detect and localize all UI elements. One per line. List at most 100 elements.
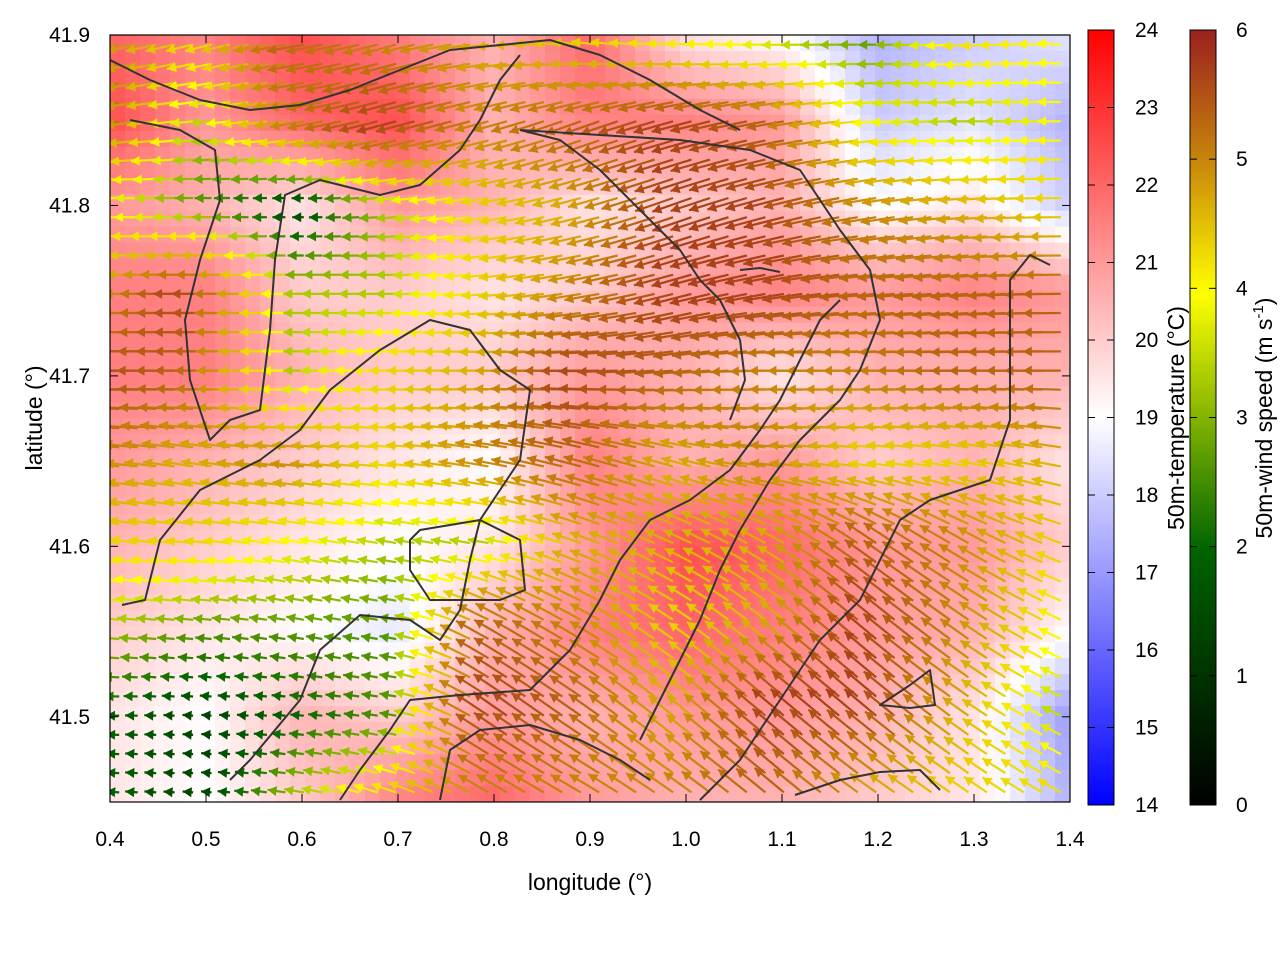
heatmap-cell: [845, 786, 861, 802]
heatmap-cell: [845, 738, 861, 755]
heatmap-cell: [935, 67, 951, 84]
heatmap-cell: [230, 658, 246, 675]
heatmap-cell: [110, 51, 126, 68]
heatmap-cell: [995, 258, 1011, 276]
heatmap-cell: [1055, 67, 1070, 84]
heatmap-cell: [590, 258, 606, 276]
heatmap-cell: [680, 738, 696, 755]
heatmap-cell: [965, 434, 981, 452]
heatmap-cell: [785, 754, 801, 771]
heatmap-cell: [230, 274, 246, 292]
heatmap-cell: [320, 578, 336, 596]
heatmap-cell: [230, 306, 246, 324]
heatmap-cell: [140, 178, 156, 196]
heatmap-cell: [515, 67, 531, 84]
heatmap-cell: [575, 706, 591, 723]
heatmap-cell: [755, 67, 771, 84]
heatmap-cell: [140, 258, 156, 276]
heatmap-cell: [170, 738, 186, 755]
heatmap-cell: [1055, 530, 1070, 548]
heatmap-cell: [185, 178, 201, 196]
heatmap-cell: [365, 130, 381, 148]
wind-arrow-head: [95, 212, 104, 222]
wind-arrow-head: [493, 61, 504, 71]
heatmap-cell: [1025, 706, 1041, 723]
heatmap-cell: [425, 578, 441, 596]
heatmap-cell: [275, 658, 291, 675]
heatmap-cell: [485, 242, 501, 260]
heatmap-cell: [935, 82, 951, 100]
heatmap-cell: [395, 770, 411, 787]
heatmap-cell: [170, 786, 186, 802]
heatmap-cell: [395, 370, 411, 388]
heatmap-cell: [740, 722, 756, 739]
heatmap-cell: [815, 82, 831, 100]
wind-arrow-head: [475, 61, 485, 72]
heatmap-cell: [200, 274, 216, 292]
heatmap-cell: [830, 562, 846, 580]
heatmap-cell: [605, 738, 621, 755]
heatmap-cell: [380, 482, 396, 500]
heatmap-cell: [350, 354, 366, 372]
heatmap-cell: [200, 482, 216, 500]
heatmap-cell: [290, 322, 306, 340]
heatmap-cell: [590, 67, 606, 84]
heatmap-cell: [560, 594, 576, 612]
heatmap-cell: [1025, 482, 1041, 500]
heatmap-cell: [140, 226, 156, 244]
heatmap-cell: [965, 67, 981, 84]
heatmap-cell: [890, 626, 906, 643]
heatmap-cell: [755, 354, 771, 372]
heatmap-cell: [1055, 274, 1070, 292]
heatmap-cell: [1055, 658, 1070, 675]
heatmap-cell: [950, 258, 966, 276]
heatmap-cell: [455, 67, 471, 84]
heatmap-cell: [650, 610, 666, 628]
heatmap-cell: [185, 674, 201, 691]
wind-arrow-head: [723, 39, 733, 50]
wind-arrow-head: [83, 327, 92, 337]
heatmap-cell: [980, 178, 996, 196]
heatmap-cell: [905, 658, 921, 675]
heatmap-cell: [275, 258, 291, 276]
heatmap-cell: [785, 242, 801, 260]
heatmap-cell: [665, 626, 681, 643]
heatmap-cell: [740, 754, 756, 771]
heatmap-cell: [350, 578, 366, 596]
heatmap-cell: [785, 146, 801, 164]
heatmap-cell: [335, 674, 351, 691]
heatmap-cell: [785, 162, 801, 180]
heatmap-cell: [230, 322, 246, 340]
heatmap-cell: [800, 82, 816, 100]
heatmap-cell: [815, 67, 831, 84]
heatmap-cell: [320, 658, 336, 675]
heatmap-cell: [905, 370, 921, 388]
heatmap-cell: [440, 466, 456, 484]
heatmap-cell: [560, 626, 576, 643]
wind-arrow-head: [681, 59, 691, 70]
heatmap-cell: [335, 162, 351, 180]
heatmap-cell: [1055, 370, 1070, 388]
heatmap-cell: [170, 754, 186, 771]
heatmap-cell: [1010, 306, 1026, 324]
heatmap-cell: [500, 67, 516, 84]
heatmap-cell: [800, 258, 816, 276]
heatmap-cell: [395, 578, 411, 596]
heatmap-cell: [875, 242, 891, 260]
heatmap-cell: [365, 434, 381, 452]
heatmap-cell: [350, 658, 366, 675]
heatmap-cell: [695, 786, 711, 802]
heatmap-cell: [125, 67, 141, 84]
heatmap-cell: [530, 226, 546, 244]
wind-arrow-head: [323, 45, 334, 56]
wind-arrow-head: [167, 62, 177, 73]
heatmap-cell: [425, 466, 441, 484]
heatmap-cell: [275, 466, 291, 484]
heatmap-cell: [125, 130, 141, 148]
heatmap-cell: [1040, 370, 1056, 388]
heatmap-cell: [365, 466, 381, 484]
heatmap-cell: [350, 274, 366, 292]
heatmap-cell: [110, 642, 126, 659]
heatmap-cell: [950, 35, 966, 52]
heatmap-cell: [770, 754, 786, 771]
